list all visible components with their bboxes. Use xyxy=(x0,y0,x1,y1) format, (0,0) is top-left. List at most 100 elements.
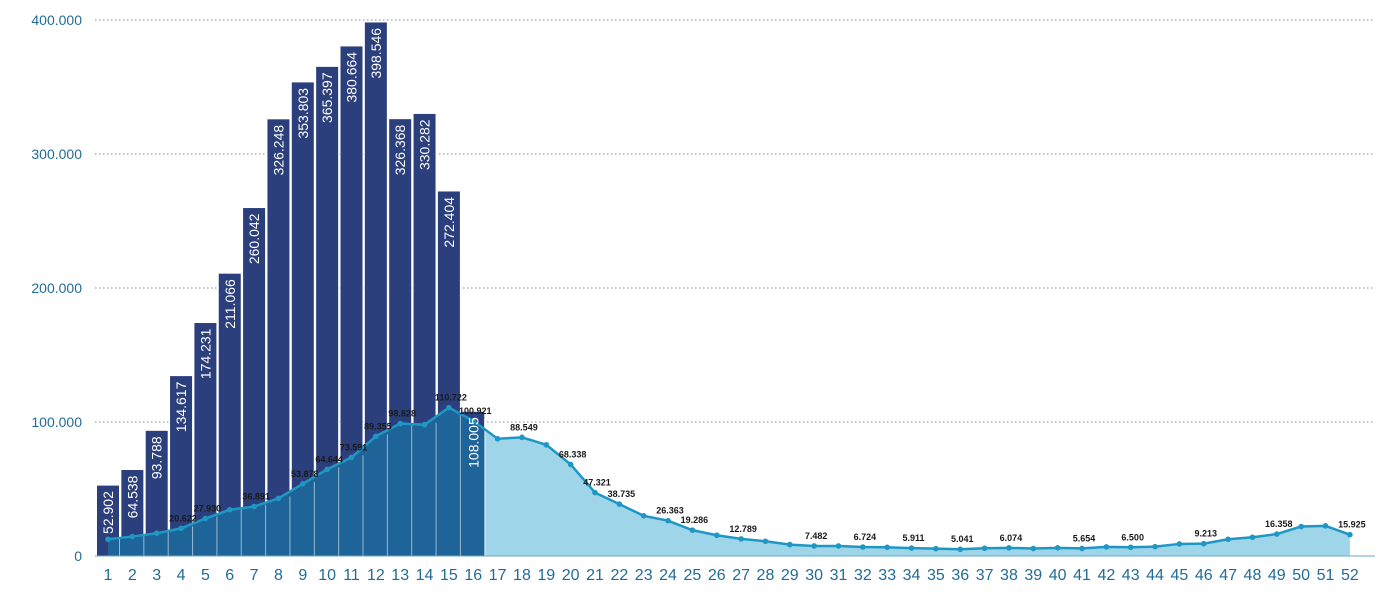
data-point xyxy=(884,544,890,551)
data-point xyxy=(324,466,330,473)
x-tick-label: 44 xyxy=(1146,567,1164,584)
data-point xyxy=(1103,544,1110,550)
data-point xyxy=(421,421,428,428)
x-tick-label: 20 xyxy=(562,567,580,584)
y-tick-label: 400.000 xyxy=(31,12,82,28)
line-layer xyxy=(105,404,1353,553)
point-value-label: 6.074 xyxy=(1000,533,1023,543)
data-point xyxy=(1298,523,1304,530)
point-value-label: 47.321 xyxy=(583,478,611,488)
point-value-label: 68.338 xyxy=(559,449,587,459)
point-value-label: 36.891 xyxy=(242,492,270,502)
point-value-label: 15.925 xyxy=(1338,520,1366,530)
bar-value-label: 211.066 xyxy=(222,279,238,329)
x-tick-label: 5 xyxy=(201,567,210,584)
data-point xyxy=(1274,531,1280,537)
data-point xyxy=(713,532,720,539)
data-point xyxy=(811,543,817,549)
data-point xyxy=(665,517,671,524)
x-tick-label: 12 xyxy=(367,567,385,584)
x-tick-label: 6 xyxy=(225,567,234,584)
x-tick-label: 41 xyxy=(1073,567,1091,584)
x-tick-label: 19 xyxy=(537,567,555,584)
x-tick-label: 9 xyxy=(298,567,307,584)
point-value-label: 110.722 xyxy=(435,393,467,403)
data-point xyxy=(300,481,306,487)
x-tick-label: 23 xyxy=(635,567,653,584)
x-tick-label: 4 xyxy=(177,567,186,584)
data-point xyxy=(1079,545,1085,552)
data-point xyxy=(129,533,136,540)
data-point xyxy=(1152,543,1158,550)
point-value-label: 7.482 xyxy=(805,531,828,541)
point-value-label: 88.549 xyxy=(510,422,538,432)
x-tick-label: 42 xyxy=(1097,567,1115,584)
point-value-label: 5.911 xyxy=(903,533,925,543)
point-value-label: 73.591 xyxy=(340,442,368,452)
bar-value-label: 380.664 xyxy=(344,52,360,103)
point-value-label: 64.644 xyxy=(315,454,343,464)
point-value-label: 27.930 xyxy=(194,504,222,514)
bar-value-label: 52.902 xyxy=(100,491,116,534)
data-point xyxy=(908,545,915,551)
data-point xyxy=(835,543,842,549)
series-line xyxy=(107,406,1351,551)
x-tick-label: 11 xyxy=(343,567,360,584)
data-point xyxy=(1006,545,1012,551)
x-tick-label: 32 xyxy=(854,567,872,584)
point-value-label: 38.735 xyxy=(608,489,636,499)
x-tick-label: 50 xyxy=(1292,567,1310,584)
x-tick-label: 35 xyxy=(927,567,945,584)
data-point xyxy=(1347,531,1353,538)
data-point xyxy=(762,538,769,545)
bar-value-label: 365.397 xyxy=(319,72,335,123)
x-tick-label: 7 xyxy=(250,567,259,584)
bar-value-label: 64.538 xyxy=(124,475,140,518)
overlap-layer xyxy=(108,405,486,556)
data-point xyxy=(1249,534,1256,541)
bar-value-label: 272.404 xyxy=(441,197,457,248)
area-overlap-fill xyxy=(108,407,485,556)
data-point xyxy=(640,513,647,519)
data-point xyxy=(543,441,550,448)
data-point xyxy=(981,545,988,552)
x-tick-label: 38 xyxy=(1000,567,1018,584)
data-point xyxy=(226,506,233,513)
data-point xyxy=(446,404,452,411)
data-point xyxy=(202,515,209,522)
bar-value-label: 93.788 xyxy=(149,436,165,479)
x-tick-label: 22 xyxy=(610,567,628,584)
point-value-label: 26.363 xyxy=(656,506,684,516)
x-tick-label: 39 xyxy=(1024,567,1042,584)
x-tick-label: 13 xyxy=(391,567,409,584)
bar-value-label: 108.005 xyxy=(465,417,481,468)
data-point xyxy=(348,454,355,461)
bar-value-label: 326.368 xyxy=(392,124,408,175)
label-layer: 52.902 64.538 93.788 134.617 174.231 211.066 2… xyxy=(100,28,1366,545)
point-value-label: 20.622 xyxy=(169,513,197,523)
data-point xyxy=(1054,545,1061,551)
data-point xyxy=(153,530,160,537)
x-tick-label: 18 xyxy=(513,567,531,584)
x-tick-label: 25 xyxy=(684,567,702,584)
data-point xyxy=(957,546,964,553)
x-tick-label: 46 xyxy=(1195,567,1213,584)
x-tick-label: 52 xyxy=(1341,567,1359,584)
x-tick-label: 27 xyxy=(732,567,750,584)
x-tick-label: 1 xyxy=(104,567,113,584)
data-point xyxy=(933,545,939,552)
point-value-label: 12.789 xyxy=(729,524,757,534)
x-tick-label: 2 xyxy=(128,567,137,584)
y-tick-label: 200.000 xyxy=(31,280,82,296)
data-point xyxy=(519,434,525,441)
point-value-label: 6.724 xyxy=(854,532,877,542)
data-point xyxy=(1200,540,1207,547)
x-tick-label: 48 xyxy=(1244,567,1262,584)
data-point xyxy=(1322,523,1329,529)
x-tick-label: 24 xyxy=(659,567,677,584)
point-value-label: 98.828 xyxy=(388,409,416,419)
bar-value-label: 260.042 xyxy=(246,213,262,264)
